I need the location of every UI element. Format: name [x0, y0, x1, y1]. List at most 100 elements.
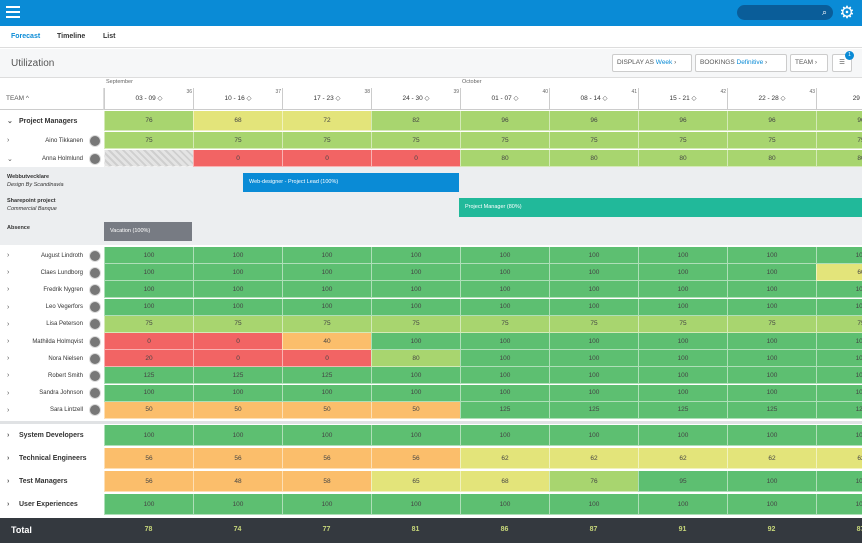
utilization-cell[interactable]: 62 — [549, 448, 638, 469]
utilization-cell[interactable]: 96 — [549, 111, 638, 131]
week-header[interactable]: 22 - 28 ◇ 43 — [727, 88, 816, 110]
utilization-cell[interactable]: 125 — [193, 367, 282, 385]
utilization-cell[interactable]: 100 — [371, 425, 460, 446]
utilization-cell[interactable]: 125 — [460, 401, 549, 419]
utilization-cell[interactable]: 62 — [727, 448, 816, 469]
utilization-cell[interactable]: 62 — [460, 448, 549, 469]
tab-timeline[interactable]: Timeline — [57, 33, 86, 40]
utilization-cell[interactable]: 125 — [282, 367, 371, 385]
utilization-cell[interactable]: 100 — [727, 367, 816, 385]
utilization-cell[interactable] — [104, 150, 193, 167]
tab-list[interactable]: List — [103, 33, 116, 40]
utilization-cell[interactable]: 75 — [193, 315, 282, 333]
utilization-cell[interactable]: 80 — [638, 150, 727, 167]
utilization-cell[interactable]: 125 — [549, 401, 638, 419]
utilization-cell[interactable]: 100 — [104, 247, 193, 264]
utilization-cell[interactable]: 75 — [460, 315, 549, 333]
person-row[interactable]: › Mathilda Holmqvist 0 0 40 100 100 100 100 100 10… — [0, 333, 862, 350]
utilization-cell[interactable]: 96 — [727, 111, 816, 131]
utilization-cell[interactable]: 56 — [282, 448, 371, 469]
utilization-cell[interactable]: 100 — [460, 247, 549, 264]
hamburger-icon[interactable] — [6, 6, 20, 18]
utilization-cell[interactable]: 50 — [282, 401, 371, 419]
utilization-cell[interactable]: 80 — [371, 350, 460, 368]
week-header[interactable]: 10 - 16 ◇ 37 — [193, 88, 282, 110]
utilization-cell[interactable]: 100 — [460, 494, 549, 515]
week-header[interactable]: 17 - 23 ◇ 38 — [282, 88, 371, 110]
utilization-cell[interactable]: 100 — [371, 494, 460, 515]
utilization-cell[interactable]: 75 — [193, 132, 282, 149]
utilization-cell[interactable]: 0 — [104, 333, 193, 350]
person-row[interactable]: › Leo Vegerfors 100 100 100 100 100 100 100 100 10… — [0, 298, 862, 316]
utilization-cell[interactable]: 100 — [371, 281, 460, 299]
utilization-cell[interactable]: 100 — [549, 298, 638, 316]
week-header[interactable]: 15 - 21 ◇ 42 — [638, 88, 727, 110]
utilization-cell[interactable]: 75 — [549, 315, 638, 333]
person-row[interactable]: ⌄Anna Holmlund0008080808080 — [0, 150, 862, 167]
search-icon[interactable]: ⌕ — [821, 7, 827, 17]
utilization-cell[interactable]: 75 — [371, 315, 460, 333]
tab-forecast[interactable]: Forecast — [11, 33, 41, 40]
utilization-cell[interactable]: 100 — [638, 247, 727, 264]
utilization-cell[interactable]: 100 — [193, 264, 282, 282]
chevron-right-icon[interactable]: › — [7, 389, 10, 397]
utilization-cell[interactable]: 56 — [104, 471, 193, 492]
chevron-right-icon[interactable]: › — [7, 269, 10, 277]
utilization-cell[interactable]: 100 — [727, 264, 816, 282]
gear-icon[interactable]: ⚙ — [839, 3, 855, 22]
chevron-right-icon[interactable]: › — [7, 432, 10, 439]
utilization-cell[interactable]: 100 — [638, 494, 727, 515]
utilization-cell[interactable]: 100 — [193, 494, 282, 515]
person-row[interactable]: ›Nora Nielsen200080100100100100100 — [0, 350, 862, 368]
week-header[interactable]: 08 - 14 ◇ 41 — [549, 88, 638, 110]
utilization-cell[interactable]: 100 — [549, 247, 638, 264]
utilization-cell[interactable]: 95 — [638, 471, 727, 492]
bookings-dropdown[interactable]: BOOKINGS Definitive › — [695, 54, 787, 72]
utilization-cell[interactable]: 96 — [460, 111, 549, 131]
utilization-cell[interactable]: 100 — [460, 298, 549, 316]
utilization-cell[interactable]: 75 — [460, 132, 549, 149]
utilization-cell[interactable]: 100 — [816, 384, 862, 402]
utilization-cell[interactable]: 100 — [371, 333, 460, 350]
utilization-cell[interactable]: 100 — [816, 333, 862, 350]
utilization-cell[interactable]: 100 — [193, 247, 282, 264]
person-row[interactable]: › Claes Lundborg 100 100 100 100 100 100 100 100 6… — [0, 264, 862, 282]
assignment-bar[interactable]: Vacation (100%) — [104, 222, 192, 241]
utilization-cell[interactable]: 100 — [638, 350, 727, 368]
chevron-right-icon[interactable]: › — [7, 286, 10, 294]
chevron-right-icon[interactable]: › — [7, 252, 10, 259]
person-row[interactable]: ›Robert Smith125125125100100100100100100 — [0, 367, 862, 385]
utilization-cell[interactable]: 100 — [282, 247, 371, 264]
utilization-cell[interactable]: 75 — [104, 132, 193, 149]
utilization-cell[interactable]: 0 — [282, 150, 371, 167]
utilization-cell[interactable]: 125 — [727, 401, 816, 419]
utilization-cell[interactable]: 100 — [460, 384, 549, 402]
team-dropdown[interactable]: TEAM › — [790, 54, 828, 72]
utilization-cell[interactable]: 100 — [816, 494, 862, 515]
utilization-cell[interactable]: 75 — [727, 315, 816, 333]
chevron-down-icon[interactable]: ⌄ — [7, 118, 13, 125]
utilization-cell[interactable]: 100 — [371, 264, 460, 282]
week-header[interactable]: 29 - 0 — [816, 88, 862, 110]
utilization-cell[interactable]: 50 — [371, 401, 460, 419]
utilization-cell[interactable]: 100 — [282, 264, 371, 282]
team-sort-header[interactable]: TEAM ^ — [0, 88, 104, 110]
chevron-right-icon[interactable]: › — [7, 501, 10, 508]
utilization-cell[interactable]: 100 — [460, 367, 549, 385]
utilization-cell[interactable]: 62 — [816, 448, 862, 469]
chevron-right-icon[interactable]: › — [7, 372, 10, 380]
chevron-right-icon[interactable]: › — [7, 303, 10, 311]
utilization-cell[interactable]: 80 — [460, 150, 549, 167]
utilization-cell[interactable]: 58 — [282, 471, 371, 492]
chevron-right-icon[interactable]: › — [7, 137, 10, 144]
group-row[interactable]: ⌄Project Managers766872829696969696 — [0, 111, 862, 131]
utilization-cell[interactable]: 75 — [371, 132, 460, 149]
week-header[interactable]: 01 - 07 ◇ 40 — [460, 88, 549, 110]
person-row[interactable]: › Fredrik Nygren 100 100 100 100 100 100 100 100 1… — [0, 281, 862, 299]
utilization-cell[interactable]: 100 — [638, 333, 727, 350]
utilization-cell[interactable]: 75 — [282, 132, 371, 149]
utilization-cell[interactable]: 75 — [816, 132, 862, 149]
utilization-cell[interactable]: 100 — [193, 425, 282, 446]
utilization-cell[interactable]: 80 — [727, 150, 816, 167]
utilization-cell[interactable]: 100 — [371, 367, 460, 385]
